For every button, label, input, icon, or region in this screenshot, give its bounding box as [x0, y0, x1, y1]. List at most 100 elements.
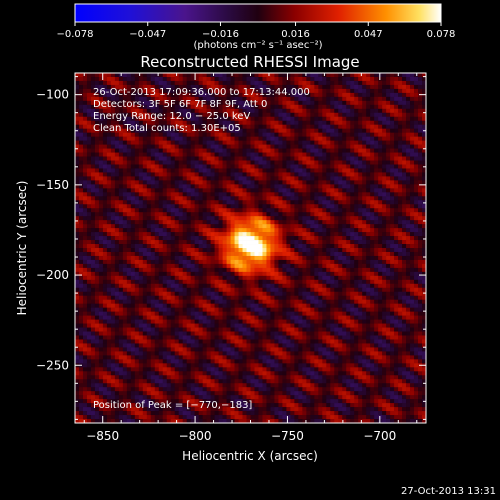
heatmap-cell	[346, 164, 351, 169]
heatmap-cell	[370, 271, 375, 277]
heatmap-cell	[98, 244, 104, 249]
heatmap-cell	[250, 224, 255, 229]
heatmap-cell	[234, 108, 239, 114]
heatmap-cell	[278, 240, 283, 245]
heatmap-cell	[274, 271, 279, 277]
heatmap-cell	[310, 172, 315, 177]
heatmap-cell	[418, 156, 423, 161]
heatmap-cell	[398, 124, 403, 129]
heatmap-cell	[122, 180, 128, 185]
heatmap-cell	[134, 224, 140, 229]
heatmap-cell	[402, 236, 407, 241]
heatmap-cell	[174, 220, 180, 225]
heatmap-cell	[258, 204, 263, 209]
heatmap-cell	[274, 104, 279, 110]
heatmap-cell	[106, 275, 112, 281]
heatmap-cell	[298, 168, 303, 173]
heatmap-cell	[422, 104, 427, 110]
heatmap-cell	[242, 240, 247, 245]
heatmap-cell	[322, 124, 327, 129]
heatmap-cell	[358, 192, 363, 197]
heatmap-cell	[186, 287, 191, 293]
heatmap-cell	[274, 275, 279, 281]
heatmap-cell	[78, 136, 84, 141]
heatmap-cell	[102, 291, 108, 297]
heatmap-cell	[82, 232, 88, 237]
heatmap-cell	[146, 108, 152, 114]
heatmap-cell	[126, 255, 132, 261]
heatmap-cell	[422, 259, 427, 265]
heatmap-cell	[110, 124, 116, 129]
heatmap-cell	[150, 100, 156, 106]
heatmap-cell	[146, 92, 152, 98]
heatmap-cell	[150, 212, 156, 217]
heatmap-cell	[126, 267, 132, 273]
heatmap-cell	[102, 204, 108, 209]
heatmap-cell	[334, 216, 339, 221]
heatmap-cell	[266, 112, 271, 118]
heatmap-cell	[294, 116, 299, 122]
heatmap-cell	[310, 120, 315, 126]
heatmap-cell	[162, 212, 168, 217]
heatmap-cell	[386, 128, 391, 133]
heatmap-cell	[94, 232, 100, 237]
heatmap-cell	[306, 259, 311, 265]
heatmap-cell	[126, 236, 132, 241]
heatmap-cell	[378, 287, 383, 293]
heatmap-cell	[262, 291, 267, 297]
heatmap-cell	[298, 73, 303, 78]
heatmap-cell	[378, 267, 383, 273]
heatmap-cell	[374, 84, 379, 90]
heatmap-cell	[258, 228, 263, 233]
heatmap-cell	[410, 160, 415, 165]
heatmap-cell	[346, 244, 351, 249]
heatmap-cell	[242, 120, 247, 126]
heatmap-cell	[110, 116, 116, 122]
heatmap-cell	[410, 76, 415, 82]
heatmap-cell	[326, 144, 331, 149]
heatmap-cell	[242, 220, 247, 225]
heatmap-cell	[270, 168, 275, 173]
heatmap-cell	[386, 216, 391, 221]
heatmap-cell	[270, 188, 275, 193]
heatmap-cell	[254, 132, 259, 137]
heatmap-cell	[202, 104, 207, 110]
heatmap-cell	[390, 188, 395, 193]
heatmap-cell	[106, 287, 112, 293]
heatmap-cell	[310, 73, 315, 78]
heatmap-cell	[266, 136, 271, 141]
heatmap-cell	[198, 128, 203, 133]
heatmap-cell	[394, 291, 399, 297]
heatmap-cell	[206, 80, 211, 86]
heatmap-cell	[398, 88, 403, 94]
heatmap-cell	[122, 136, 128, 141]
heatmap-cell	[350, 112, 355, 118]
heatmap-cell	[214, 120, 219, 126]
heatmap-cell	[234, 76, 239, 82]
heatmap-cell	[298, 291, 303, 297]
heatmap-cell	[206, 208, 211, 213]
heatmap-cell	[206, 184, 211, 189]
heatmap-cell	[166, 152, 172, 157]
heatmap-cell	[250, 96, 255, 102]
heatmap-cell	[346, 73, 351, 78]
heatmap-cell	[302, 100, 307, 106]
heatmap-cell	[158, 244, 164, 249]
heatmap-cell	[230, 263, 235, 269]
heatmap-cell	[98, 100, 104, 106]
heatmap-cell	[158, 267, 164, 273]
heatmap-cell	[318, 176, 323, 181]
heatmap-cell	[166, 168, 172, 173]
heatmap-cell	[322, 240, 327, 245]
heatmap-cell	[222, 283, 227, 289]
heatmap-cell	[310, 283, 315, 289]
heatmap-cell	[310, 156, 315, 161]
heatmap-cell	[214, 112, 219, 118]
heatmap-cell	[170, 100, 176, 106]
heatmap-cell	[298, 176, 303, 181]
heatmap-cell	[234, 116, 239, 122]
heatmap-cell	[382, 148, 387, 153]
heatmap-cell	[310, 148, 315, 153]
heatmap-cell	[118, 275, 124, 281]
heatmap-cell	[306, 248, 311, 253]
